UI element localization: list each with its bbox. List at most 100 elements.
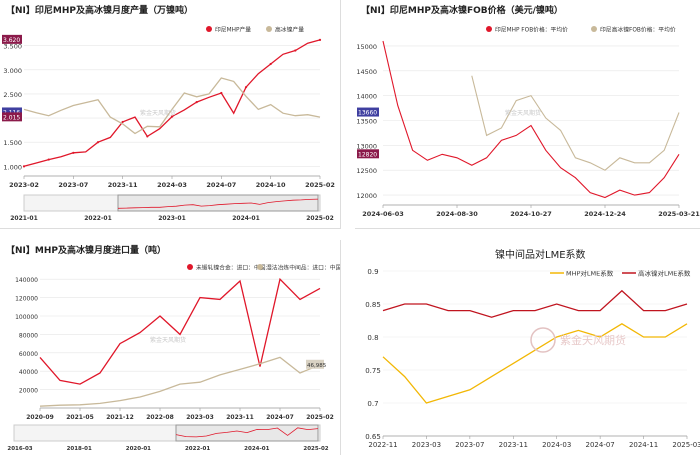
x-tick-label: 2024-12-24 [584,210,626,218]
legend-label: 印尼MHP产量 [215,26,251,34]
y-tick-label: 3.500 [3,43,22,51]
x-tick-label: 2023-11 [226,414,254,421]
y-tick-label: 13500 [356,118,377,126]
y-tick-label: 20000 [19,388,38,395]
series-line-1 [382,323,688,404]
navigator-tick-label: 2024-01 [244,446,269,452]
y-tick-label: 0.8 [367,334,378,342]
y-tick-label: 1.500 [3,139,22,147]
x-tick-label: 2023-07 [455,441,484,449]
x-tick-label: 2023-02 [9,181,39,189]
legend-label: 高冰镍产量 [275,26,304,34]
y-tick-label: 14000 [356,93,377,101]
navigator-tick-label: 2018-01 [67,446,92,452]
x-tick-label: 2024-07 [206,181,236,189]
data-point [47,158,50,161]
value-flag-label: 46,985 [307,363,327,369]
navigator-tick-label: 2025-02 [306,215,334,222]
data-point [220,91,223,95]
chart-bg [0,240,340,455]
y-tick-label: 12000 [356,192,377,200]
chart-imports: 【NI】MHP及高冰镍月度进口量（吨） 未锻轧镍合金：进口：中国 湿法冶炼中间品：… [0,240,340,455]
legend[interactable]: MHP对LME系数 高冰镍对LME系数 [550,269,691,278]
x-tick-label: 2024-03 [542,441,571,449]
legend[interactable]: 未锻轧镍合金：进口：中国 湿法冶炼中间品：进口：中国 [187,264,340,272]
legend-label: MHP对LME系数 [566,269,614,278]
data-point [96,141,100,144]
chart-panel-lme-coefficient: 镍中间品对LME系数 MHP对LME系数 高冰镍对LME系数 0.9 0.85 0.8… [355,240,700,455]
chart-bg [355,240,700,455]
x-tick-label: 2023-07 [58,181,88,189]
navigator-tick-label: 2021-01 [10,215,38,222]
value-flag-label: 12820 [358,151,377,158]
legend-swatch [206,26,212,32]
y-tick-label: 0.75 [365,367,381,375]
data-point [318,38,322,41]
legend-label: 印尼MHP FOB价格：平均价 [495,26,568,34]
x-tick-label: 2021-05 [66,414,94,421]
legend-label: 湿法冶炼中间品：进口：中国 [266,264,340,272]
watermark: 紫金天风期货 [140,109,176,117]
y-tick-label: 1.000 [3,163,22,171]
x-tick-label: 2024-08-30 [436,210,478,218]
chart-title: 【NI】MHP及高冰镍月度进口量（吨） [6,244,166,256]
value-flag [357,149,379,159]
value-flag-label: 13660 [358,110,377,117]
legend[interactable]: 印尼MHP FOB价格：平均价 印尼高冰镍FOB价格：平均价 [486,26,676,34]
y-tick-label: 0.65 [365,433,381,441]
x-tick-label: 2024-07 [266,414,294,421]
series-line-2 [471,75,680,171]
series-line-1 [39,277,321,385]
data-point [244,86,248,89]
x-tick-label: 2025-03-21 [658,210,700,218]
chart-bg [355,0,700,228]
watermark: 紫金天风期货 [150,336,186,344]
legend-label: 未锻轧镍合金：进口：中国 [196,264,266,272]
x-tick-label: 2023-03 [412,441,441,449]
legend-label: 印尼高冰镍FOB价格：平均价 [600,26,676,34]
legend-label: 高冰镍对LME系数 [638,269,691,278]
x-tick-label: 2025-02 [306,414,334,421]
y-tick-label: 100000 [15,314,38,321]
y-tick-label: 140000 [15,277,38,284]
legend[interactable]: 印尼MHP产量 高冰镍产量 [206,26,304,34]
navigator-tick-label: 2023-01 [158,215,186,222]
legend-swatch [591,26,597,32]
legend-swatch [187,264,193,270]
x-tick-label: 2024-03 [157,181,187,189]
legend-swatch [266,26,272,32]
data-point [72,151,75,154]
navigator-series [175,427,319,438]
x-tick-label: 2022-11 [368,441,397,449]
series-line-2 [39,356,321,407]
watermark: 紫金天风期货 [560,333,626,347]
legend-swatch [257,264,263,270]
chart-title: 【NI】印尼MHP及高冰镍月度产量（万镍吨） [6,4,193,16]
navigator-tick-label: 2016-03 [7,446,32,452]
series-line-2 [23,77,321,135]
y-tick-label: 15000 [356,43,377,51]
y-tick-label: 12500 [356,167,377,175]
navigator-tick-label: 2020-01 [126,446,151,452]
watermark: 紫金天风期货 [505,109,541,117]
value-flag [357,107,379,117]
data-point [121,120,124,124]
y-tick-label: 0.7 [367,400,378,408]
data-point [146,135,149,138]
data-point [22,165,26,168]
x-tick-label: 2020-09 [26,414,54,421]
navigator-window[interactable] [117,194,319,212]
x-tick-label: 2023-11 [108,181,138,189]
x-tick-label: 2025-03 [672,441,700,449]
y-tick-label: 0.85 [365,301,381,309]
x-tick-label: 2024-10 [256,181,286,189]
navigator-tick-label: 2022-01 [84,215,112,222]
navigator-series [117,198,319,209]
y-tick-label: 2.500 [3,91,22,99]
y-tick-label: 0.9 [367,268,378,276]
chart-panel-fob-price: 【NI】印尼MHP及高冰镍FOB价格（美元/镍吨） 印尼MHP FOB价格：平均… [355,0,700,229]
watermark-logo [530,327,556,353]
chart-lme-coefficient: 镍中间品对LME系数 MHP对LME系数 高冰镍对LME系数 0.9 0.85 0.8… [355,240,700,455]
y-tick-label: 40000 [19,369,38,376]
chart-panel-mhp-production: 【NI】印尼MHP及高冰镍月度产量（万镍吨） 印尼MHP产量 高冰镍产量 3.50… [0,0,341,229]
